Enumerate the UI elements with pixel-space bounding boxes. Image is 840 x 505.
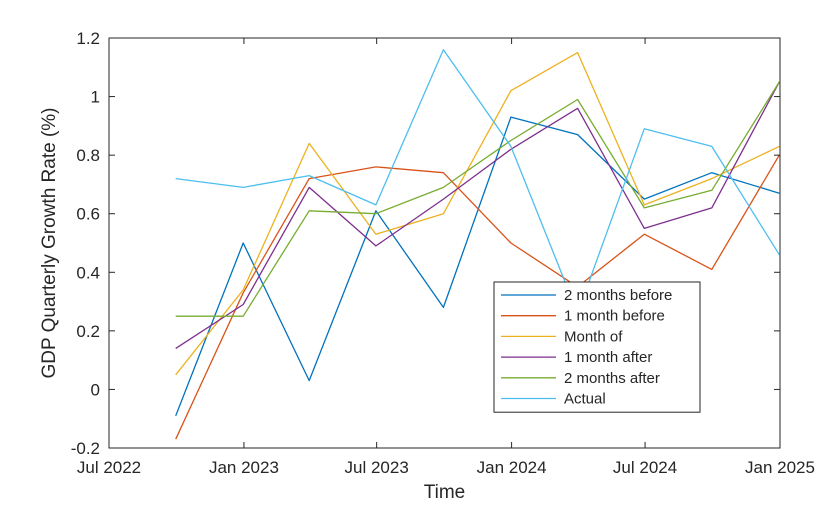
- y-tick-label: 0.8: [76, 146, 100, 165]
- x-tick-label: Jan 2024: [477, 458, 547, 477]
- legend-label: Month of: [564, 328, 623, 345]
- x-tick-label: Jan 2025: [745, 458, 815, 477]
- series-layer: [175, 49, 780, 440]
- series-line-3: [175, 51, 780, 376]
- axes-layer: Jul 2022 Jan 2023 Jul 2023 Jan 2024 Jul 2024…: [71, 29, 815, 477]
- y-tick-label: 0.2: [76, 322, 100, 341]
- y-tick-label: 1: [91, 88, 100, 107]
- series-line-4: [175, 81, 780, 349]
- series-line-1: [175, 116, 780, 417]
- legend-label: 1 month before: [564, 308, 665, 325]
- series-line-2: [175, 154, 780, 440]
- x-tick-label: Jul 2024: [613, 458, 677, 477]
- y-axis-label: GDP Quarterly Growth Rate (%): [39, 107, 60, 378]
- x-axis-label: Time: [424, 482, 466, 503]
- x-tick-label: Jan 2023: [209, 458, 279, 477]
- y-tick-label: 0: [91, 380, 100, 399]
- legend: 2 months before 1 month before Month of 1 m…: [493, 281, 701, 413]
- legend-box: [493, 281, 701, 413]
- legend-label: 2 months before: [564, 287, 672, 304]
- y-tick-label: 0.6: [76, 205, 100, 224]
- y-tick-label: 0.4: [76, 263, 100, 282]
- series-line-5: [175, 81, 780, 317]
- series-line-6: [175, 49, 780, 314]
- x-tick-label: Jul 2022: [77, 458, 141, 477]
- x-tick-label: Jul 2023: [345, 458, 409, 477]
- legend-label: 1 month after: [564, 349, 652, 366]
- y-tick-label: -0.2: [71, 439, 100, 458]
- axes-box: [108, 37, 781, 449]
- legend-label: Actual: [564, 391, 606, 408]
- y-tick-label: 1.2: [76, 29, 100, 48]
- legend-label: 2 months after: [564, 370, 660, 387]
